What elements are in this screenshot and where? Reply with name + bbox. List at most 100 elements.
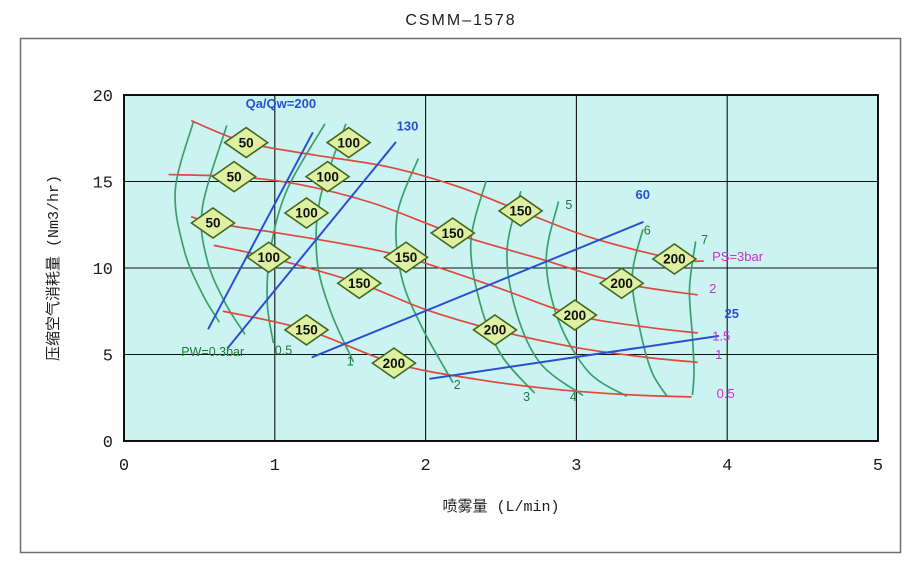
marker-value: 150 (509, 204, 532, 219)
ratio-labels-Qa/Qw=200: Qa/Qw=200 (246, 96, 316, 111)
diamond-shape (598, 267, 645, 300)
nozzle-marker-50: 50 (211, 160, 257, 193)
annotation-layer: PS=3bar 2 1.5 1 0.5 PW=0.3bar 0.5 1 2 3 4 5 6 7 Qa/Qw=… (181, 96, 763, 404)
marker-value: 100 (258, 250, 281, 265)
air-pressure-labels-PS=3bar: PS=3bar (712, 249, 764, 264)
marker-value: 150 (441, 226, 464, 241)
air-pressure-labels-1: 1 (715, 347, 722, 362)
marker-value: 50 (205, 216, 220, 231)
figure-border (19, 37, 902, 554)
diamond-shape (429, 217, 476, 250)
marker-value: 50 (239, 135, 254, 150)
water-pressure-labels-1: 1 (347, 355, 354, 369)
marker-value: 200 (610, 276, 633, 291)
marker-value: 200 (484, 323, 507, 338)
x-tick-label-2: 2 (420, 457, 430, 476)
water-pressure-labels-4: 4 (570, 390, 577, 404)
chart-title: CSMM–1578 (405, 12, 516, 29)
ratio-labels-25: 25 (724, 306, 738, 321)
y-tick-label-0: 0 (103, 434, 113, 453)
x-tick-label-4: 4 (722, 457, 732, 476)
ps-curve-3 (191, 120, 704, 263)
water-pressure-labels-0.5: 0.5 (275, 344, 292, 358)
nozzle-marker-100: 100 (325, 126, 372, 159)
ratio-labels-60: 60 (636, 187, 650, 202)
water-pressure-labels-7: 7 (701, 233, 708, 247)
y-tick-label-5: 5 (103, 348, 113, 367)
nozzle-marker-150: 150 (283, 313, 330, 346)
diamond-shape (472, 313, 518, 346)
marker-value: 200 (383, 356, 406, 371)
y-axis-title: 压缩空气消耗量 (Nm3/hr) (45, 175, 63, 361)
pw-curve-0.3 (174, 120, 220, 323)
marker-value: 100 (337, 135, 360, 150)
diamond-shape (336, 267, 383, 300)
diamond-shape (223, 126, 270, 159)
y-tick-label-10: 10 (93, 261, 113, 280)
x-tick-label-1: 1 (270, 457, 280, 476)
y-tick-label-15: 15 (93, 175, 113, 194)
ratio-line-130 (227, 141, 397, 349)
diamond-shape (383, 241, 429, 274)
nozzle-marker-200: 200 (472, 313, 518, 346)
diamond-shape (283, 197, 330, 229)
pw-curve-2 (395, 158, 454, 384)
air-pressure-labels-0.5: 0.5 (717, 386, 735, 401)
x-tick-label-3: 3 (571, 457, 581, 476)
marker-value: 100 (316, 169, 339, 184)
nozzle-marker-200: 200 (651, 243, 698, 275)
ratio-line-25 (429, 334, 720, 380)
y-tick-label-20: 20 (93, 88, 113, 107)
nozzle-marker-150: 150 (336, 267, 383, 300)
ratio-line-60 (311, 221, 644, 359)
nozzle-marker-50: 50 (190, 207, 236, 239)
nozzle-marker-150: 150 (429, 217, 476, 250)
marker-value: 50 (227, 169, 242, 184)
diamond-shape (651, 243, 698, 275)
water-pressure-labels-PW=0.3bar: PW=0.3bar (181, 345, 244, 359)
nozzle-marker-100: 100 (245, 241, 292, 274)
diamond-shape (497, 194, 544, 227)
marker-value: 100 (295, 206, 318, 221)
marker-value: 200 (663, 252, 686, 267)
diamond-shape (211, 160, 257, 193)
diamond-shape (245, 241, 292, 274)
x-axis-title: 喷雾量 (L/min) (442, 498, 559, 516)
pw-curve-7 (688, 241, 697, 396)
marker-layer: 50 50 50 100 100 100 100 150 150 150 150 150 200 200 2… (190, 126, 698, 380)
water-pressure-labels-3: 3 (523, 390, 530, 404)
plot-border (123, 94, 879, 442)
nozzle-marker-200: 200 (371, 347, 417, 380)
marker-value: 150 (395, 250, 418, 265)
nozzle-marker-200: 200 (598, 267, 645, 300)
ratio-line-200 (207, 132, 314, 330)
marker-value: 150 (348, 276, 371, 291)
x-tick-label-0: 0 (119, 457, 129, 476)
air-pressure-labels-1.5: 1.5 (712, 329, 730, 344)
nozzle-marker-150: 150 (383, 241, 429, 274)
pw-curve-4 (506, 191, 584, 397)
nozzle-marker-50: 50 (223, 126, 270, 159)
diamond-shape (190, 207, 236, 239)
pw-curve-5 (545, 201, 628, 397)
ratio-labels-130: 130 (397, 118, 419, 133)
nozzle-marker-200: 200 (551, 299, 598, 332)
nozzle-marker-100: 100 (304, 160, 351, 193)
water-pressure-labels-6: 6 (644, 223, 651, 237)
nozzle-marker-150: 150 (497, 194, 544, 227)
marker-value: 200 (564, 308, 587, 323)
water-pressure-labels-2: 2 (454, 378, 461, 392)
water-pressure-labels-5: 5 (565, 198, 572, 212)
diamond-shape (325, 126, 372, 159)
diamond-shape (283, 313, 330, 346)
diamond-shape (371, 347, 417, 380)
marker-value: 150 (295, 323, 318, 338)
pw-curve-6 (631, 229, 668, 397)
x-tick-label-5: 5 (873, 457, 883, 476)
air-pressure-labels-2: 2 (709, 281, 716, 296)
diamond-shape (304, 160, 351, 193)
nozzle-marker-100: 100 (283, 197, 330, 229)
diamond-shape (551, 299, 598, 332)
